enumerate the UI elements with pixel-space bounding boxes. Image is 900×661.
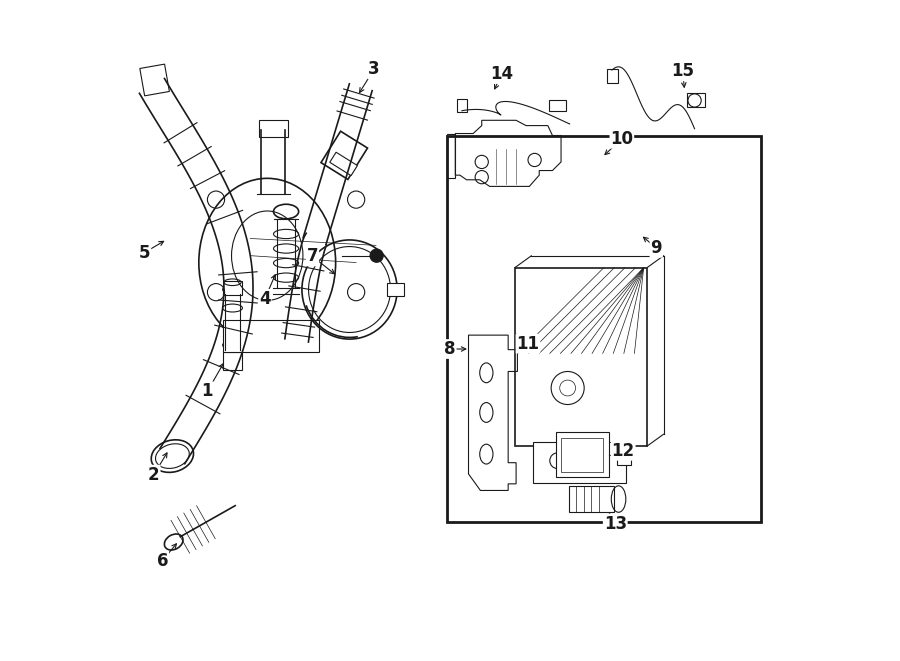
Text: 3: 3 (368, 60, 380, 79)
Text: 6: 6 (157, 551, 168, 570)
Text: 5: 5 (139, 243, 150, 262)
Bar (258, 120, 288, 137)
Bar (222, 352, 242, 370)
Text: 11: 11 (517, 334, 539, 353)
Bar (321, 132, 367, 179)
Text: 14: 14 (490, 65, 513, 83)
Text: 8: 8 (445, 340, 455, 358)
Bar (387, 283, 404, 296)
Bar (222, 320, 320, 352)
Text: 2: 2 (148, 465, 159, 484)
Text: 12: 12 (612, 442, 634, 460)
Bar (687, 93, 705, 107)
Bar (140, 64, 169, 96)
Bar (446, 136, 760, 522)
Text: 15: 15 (671, 62, 694, 81)
Text: 7: 7 (307, 247, 319, 266)
Bar (515, 268, 647, 446)
Bar (556, 432, 608, 477)
Bar (534, 442, 625, 483)
Bar (569, 486, 614, 512)
Bar (222, 281, 242, 295)
Bar (549, 100, 566, 111)
Circle shape (370, 249, 383, 262)
Text: 13: 13 (604, 514, 626, 533)
Text: 10: 10 (610, 130, 634, 148)
Bar (561, 438, 603, 472)
Bar (608, 69, 618, 83)
Bar (616, 448, 631, 465)
Text: 1: 1 (202, 382, 213, 401)
Bar (456, 99, 467, 112)
Text: 4: 4 (259, 290, 271, 308)
Bar (329, 152, 357, 176)
Text: 9: 9 (651, 239, 662, 257)
